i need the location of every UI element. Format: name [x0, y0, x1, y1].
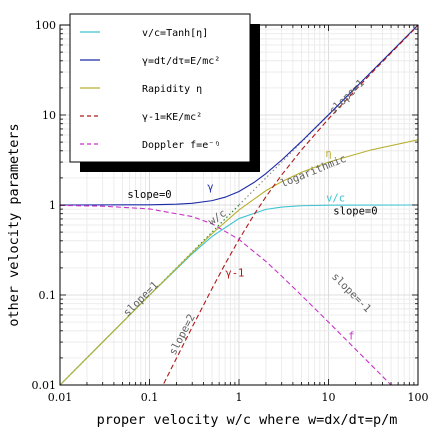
axis-ticks [59, 24, 419, 386]
legend-label: Doppler f=e⁻ᵑ [142, 140, 220, 151]
legend: v/c=Tanh[η] γ=dt/dτ=E/mc² Rapidity η γ-1=KE… [69, 13, 260, 172]
annotation-label: γ [207, 181, 213, 193]
tick-labels: 0.01 0.1 1 10 100 0.01 0.1 1 10 100 [32, 19, 429, 404]
annotation-label: slope=0 [333, 206, 377, 218]
annotation-label: f [348, 331, 354, 343]
series-line-2 [60, 139, 418, 385]
legend-label: γ-1=KE/mc² [142, 112, 202, 123]
legend-label: Rapidity η [142, 84, 202, 95]
y-tick-label: 1 [49, 199, 56, 212]
x-tick-label: 0.01 [48, 391, 73, 404]
series-line-3 [162, 25, 418, 385]
y-tick-label: 0.1 [39, 289, 57, 302]
x-tick-label: 1 [236, 391, 243, 404]
series-line-4 [60, 204, 392, 385]
series-lines [60, 25, 418, 385]
x-tick-label: 100 [408, 391, 429, 404]
y-tick-label: 100 [35, 19, 56, 32]
annotation-label: η [325, 148, 331, 160]
annotation-label: v/c [326, 192, 345, 204]
legend-label: v/c=Tanh[η] [142, 28, 208, 39]
series-line-1 [60, 25, 418, 206]
x-tick-label: 0.1 [141, 391, 159, 404]
x-axis-label: proper velocity w/c where w=dx/dτ=p/m [97, 412, 398, 428]
annotation-label: slope=0 [127, 189, 171, 201]
legend-label: γ=dt/dτ=E/mc² [142, 56, 220, 67]
x-tick-label: 10 [322, 391, 336, 404]
y-tick-label: 0.01 [32, 379, 57, 392]
annotation-label: γ-1 [225, 268, 244, 280]
y-axis-label: other velocity parameters [6, 123, 22, 326]
y-tick-label: 10 [42, 109, 56, 122]
